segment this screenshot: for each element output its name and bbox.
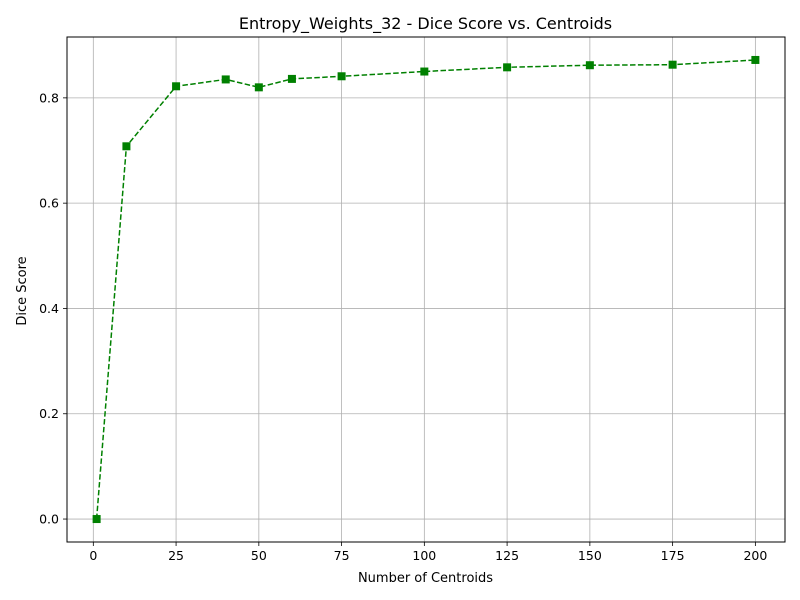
x-axis-label: Number of Centroids xyxy=(358,571,493,586)
x-tick-label: 75 xyxy=(334,548,350,563)
y-axis-label: Dice Score xyxy=(15,256,30,325)
y-axis-ticks: 0.0 0.2 0.4 0.6 0.8 xyxy=(39,90,67,527)
data-point-marker xyxy=(92,515,101,524)
y-tick-label: 0.8 xyxy=(39,90,59,105)
data-point-marker xyxy=(254,83,263,92)
y-tick-label: 0.2 xyxy=(39,406,59,421)
y-tick-label: 0.0 xyxy=(39,512,59,527)
x-tick-label: 200 xyxy=(743,548,767,563)
y-tick-label: 0.4 xyxy=(39,301,59,316)
chart-title: Entropy_Weights_32 - Dice Score vs. Cent… xyxy=(239,14,612,34)
data-point-marker xyxy=(221,75,230,84)
data-point-marker xyxy=(668,60,677,69)
series-line xyxy=(95,59,756,520)
x-tick-label: 0 xyxy=(89,548,97,563)
data-point-marker xyxy=(337,72,346,81)
data-point-marker xyxy=(585,61,594,70)
x-tick-label: 175 xyxy=(661,548,685,563)
x-axis-ticks: 0 25 50 75 100 125 150 175 200 xyxy=(89,542,767,563)
data-point-marker xyxy=(122,142,131,151)
x-tick-label: 25 xyxy=(168,548,184,563)
data-point-marker xyxy=(287,74,296,83)
plot-frame xyxy=(66,36,786,543)
x-tick-label: 125 xyxy=(495,548,519,563)
data-series xyxy=(92,55,760,524)
data-point-marker xyxy=(751,55,760,64)
data-point-marker xyxy=(420,67,429,76)
x-tick-label: 150 xyxy=(578,548,602,563)
data-point-marker xyxy=(172,82,181,91)
grid-lines xyxy=(67,37,785,542)
x-tick-label: 50 xyxy=(251,548,267,563)
data-point-marker xyxy=(503,63,512,72)
x-tick-label: 100 xyxy=(412,548,436,563)
y-tick-label: 0.6 xyxy=(39,196,59,211)
